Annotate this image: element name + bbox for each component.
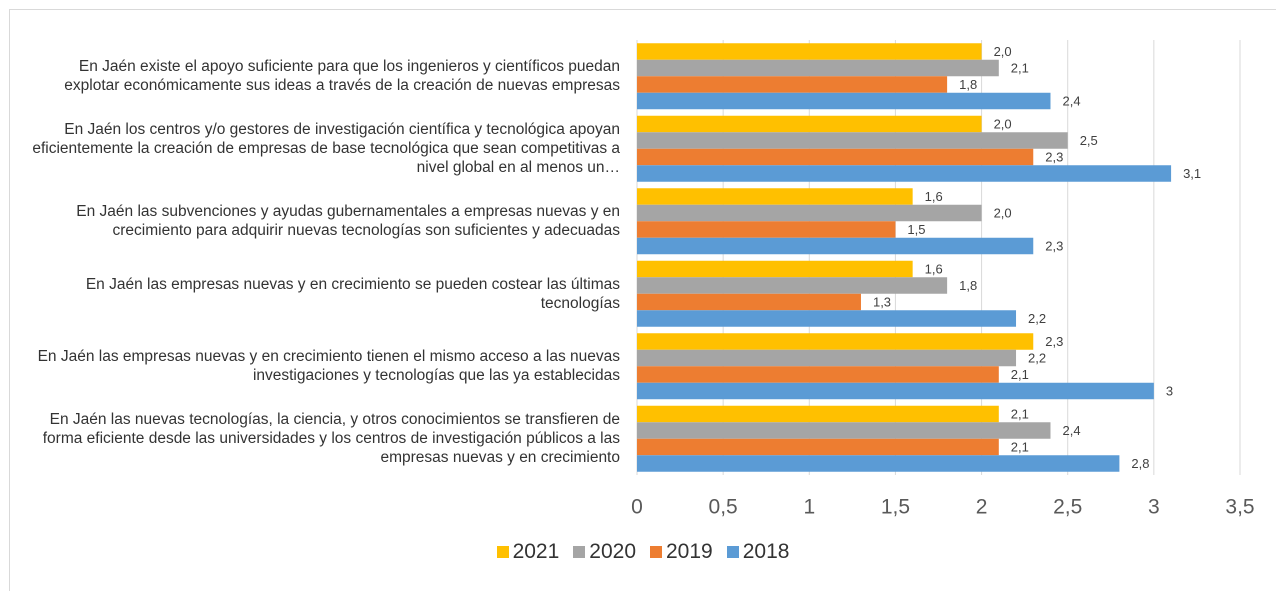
data-label: 2,1 — [1011, 439, 1029, 454]
bar — [637, 382, 1154, 400]
x-tick-label: 2 — [976, 496, 988, 519]
legend-swatch — [726, 546, 739, 558]
data-label: 2,2 — [1028, 311, 1046, 326]
legend-item: 2020 — [573, 540, 636, 564]
bar — [637, 148, 1034, 166]
bar — [637, 43, 982, 60]
bar — [637, 221, 896, 238]
data-label: 3 — [1166, 383, 1173, 398]
legend-swatch — [496, 546, 509, 558]
data-label: 2,1 — [1011, 406, 1029, 421]
data-label: 1,3 — [873, 294, 891, 309]
data-label: 2,0 — [994, 44, 1012, 59]
data-label: 1,8 — [959, 77, 977, 92]
x-tick-label: 3,5 — [1225, 496, 1254, 519]
bar — [637, 333, 1034, 350]
data-label: 1,8 — [959, 278, 977, 293]
data-label: 2,3 — [1045, 238, 1063, 253]
bar — [637, 422, 1051, 439]
data-label: 2,1 — [1011, 367, 1029, 382]
bar — [637, 277, 948, 294]
bar — [637, 92, 1051, 110]
legend-item: 2021 — [496, 540, 560, 564]
data-label: 2,4 — [1062, 423, 1080, 438]
legend-item: 2018 — [726, 540, 790, 564]
bar — [637, 438, 999, 456]
x-tick-label: 2,5 — [1053, 496, 1082, 519]
x-tick-label: 0,5 — [709, 496, 738, 519]
bar — [637, 405, 999, 423]
data-label: 2,8 — [1131, 456, 1149, 471]
x-tick-label: 0 — [631, 496, 643, 519]
bar — [637, 310, 1017, 327]
data-label: 2,5 — [1080, 133, 1098, 148]
x-tick-label: 1,5 — [881, 496, 910, 519]
bar — [637, 165, 1172, 182]
data-label: 3,1 — [1183, 166, 1201, 181]
legend-swatch — [650, 546, 662, 558]
bar — [637, 349, 1017, 367]
bar — [637, 260, 913, 278]
bar — [637, 366, 999, 383]
bar — [637, 76, 948, 93]
x-tick-label: 1 — [803, 496, 815, 519]
bar — [637, 188, 913, 205]
category-label: En Jaén las subvenciones y ayudas gubern… — [76, 203, 620, 240]
bar — [637, 132, 1068, 149]
legend: 2021 2020 2019 2018 — [0, 540, 1276, 564]
bar — [637, 115, 982, 133]
data-label: 2,0 — [994, 205, 1012, 220]
legend-item: 2019 — [650, 540, 713, 564]
data-label: 2,0 — [994, 116, 1012, 131]
data-label: 1,5 — [907, 222, 925, 237]
data-label: 2,3 — [1045, 149, 1063, 164]
chart-border — [9, 9, 1276, 591]
legend-swatch — [573, 546, 586, 558]
category-label: En Jaén las nuevas tecnologías, la cienc… — [42, 411, 620, 467]
data-label: 1,6 — [925, 261, 943, 276]
category-label: En Jaén las empresas nuevas y en crecimi… — [85, 275, 620, 312]
bar — [637, 204, 982, 222]
data-label: 1,6 — [925, 189, 943, 204]
legend-label: 2019 — [666, 540, 713, 563]
legend-label: 2020 — [589, 540, 636, 563]
bar — [637, 59, 999, 77]
category-label: En Jaén los centros y/o gestores de inve… — [32, 121, 620, 177]
data-label: 2,4 — [1062, 93, 1080, 108]
category-label: En Jaén las empresas nuevas y en crecimi… — [37, 348, 620, 385]
x-tick-label: 3 — [1148, 496, 1160, 519]
bar — [637, 293, 861, 311]
bar — [637, 237, 1034, 255]
data-label: 2,1 — [1011, 60, 1029, 75]
data-label: 2,3 — [1045, 334, 1063, 349]
legend-label: 2021 — [512, 540, 560, 563]
category-label: En Jaén existe el apoyo suficiente para … — [64, 58, 620, 95]
bar — [637, 455, 1120, 472]
legend-label: 2018 — [742, 540, 790, 563]
data-label: 2,2 — [1028, 350, 1046, 365]
